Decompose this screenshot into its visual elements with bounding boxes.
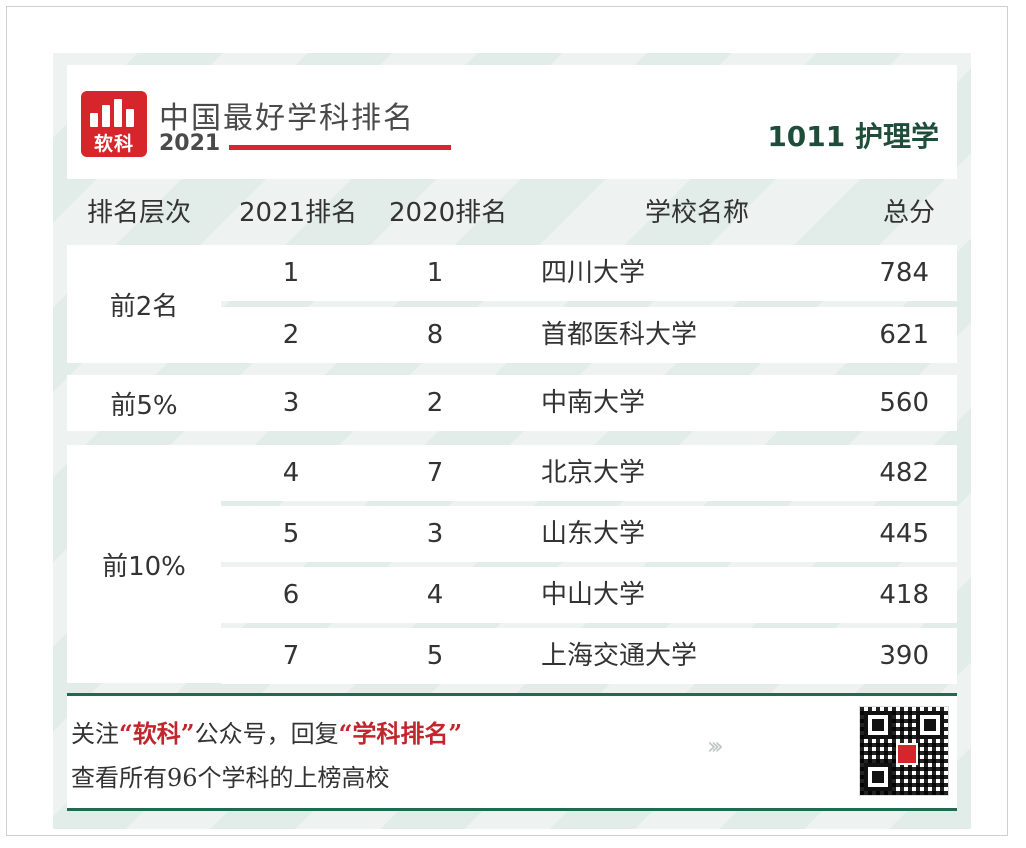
chevron-right-icon: ››› [707,732,724,760]
promo-line-1: 关注“软科”公众号，回复“学科排名” [71,714,462,749]
rank-2020: 8 [426,320,444,350]
total-score: 390 [879,641,929,671]
school-name: 首都医科大学 [541,320,698,350]
school-name: 北京大学 [541,458,646,488]
column-header-rank-2020: 2020排名 [389,198,508,228]
column-header-score: 总分 [883,198,936,228]
card-header: 软科 中国最好学科排名 2021 1011 护理学 [67,65,957,179]
promo-account-name: “软科” [119,719,195,748]
school-name: 中南大学 [541,388,646,418]
qr-center-logo-icon [896,743,918,765]
rank-2020: 4 [426,580,444,610]
page-title: 中国最好学科排名 [159,101,415,136]
title-underline [229,145,451,150]
table-row: 7 5 上海交通大学 390 [221,628,957,684]
total-score: 482 [879,458,929,488]
promo-line-2: 查看所有96个学科的上榜高校 [71,764,390,792]
tier-label: 前10% [102,551,186,582]
rank-2021: 7 [282,641,300,671]
school-name: 中山大学 [541,580,646,610]
rank-2021: 2 [282,320,300,350]
promo-text-follow: 关注 [71,720,119,748]
table-row: 2 8 首都医科大学 621 [221,307,957,363]
promo-keyword: “学科排名” [338,719,463,748]
column-header-tier: 排名层次 [87,198,192,228]
rank-2021: 3 [282,388,300,418]
logo-bars-icon [90,99,138,127]
rank-2020: 5 [426,641,444,671]
tier-label: 前5% [110,390,178,421]
rank-2021: 4 [282,458,300,488]
total-score: 621 [879,320,929,350]
tier-label: 前2名 [109,291,179,322]
promo-text-reply: 公众号，回复 [194,720,339,748]
total-score: 560 [879,388,929,418]
tier-group-top5pct: 前5% [67,375,221,431]
school-name: 四川大学 [541,258,646,288]
page-frame: 软科 中国最好学科排名 2021 1011 护理学 排名层次 2021排名 20… [6,6,1008,836]
title-year: 2021 [159,131,221,156]
rank-2020: 1 [426,258,444,288]
rank-2020: 2 [426,388,444,418]
rank-2021: 5 [282,519,300,549]
school-name: 山东大学 [541,519,646,549]
rank-2021: 1 [282,258,300,288]
total-score: 445 [879,519,929,549]
qr-eye-icon [916,711,944,739]
total-score: 418 [879,580,929,610]
table-row: 3 2 中南大学 560 [221,375,957,431]
table-row: 4 7 北京大学 482 [221,445,957,501]
tier-group-top2: 前2名 [67,245,221,363]
qr-eye-icon [864,711,892,739]
column-header-school: 学校名称 [645,198,750,228]
promo-footer: 关注“软科”公众号，回复“学科排名” 查看所有96个学科的上榜高校 ››› [67,693,957,811]
tier-group-top10pct: 前10% [67,445,221,683]
rank-2020: 3 [426,519,444,549]
column-header-rank-2021: 2021排名 [239,198,358,228]
logo-text: 软科 [93,133,134,155]
subject-title: 1011 护理学 [767,120,939,153]
table-row: 5 3 山东大学 445 [221,506,957,562]
total-score: 784 [879,258,929,288]
softscience-logo: 软科 [81,91,147,157]
rank-2021: 6 [282,580,300,610]
school-name: 上海交通大学 [541,641,698,671]
table-row: 6 4 中山大学 418 [221,567,957,623]
table-row: 1 1 四川大学 784 [221,245,957,301]
qr-code-icon[interactable] [859,706,949,796]
ranking-card: 软科 中国最好学科排名 2021 1011 护理学 排名层次 2021排名 20… [53,53,971,829]
qr-eye-icon [864,763,892,791]
rank-2020: 7 [426,458,444,488]
